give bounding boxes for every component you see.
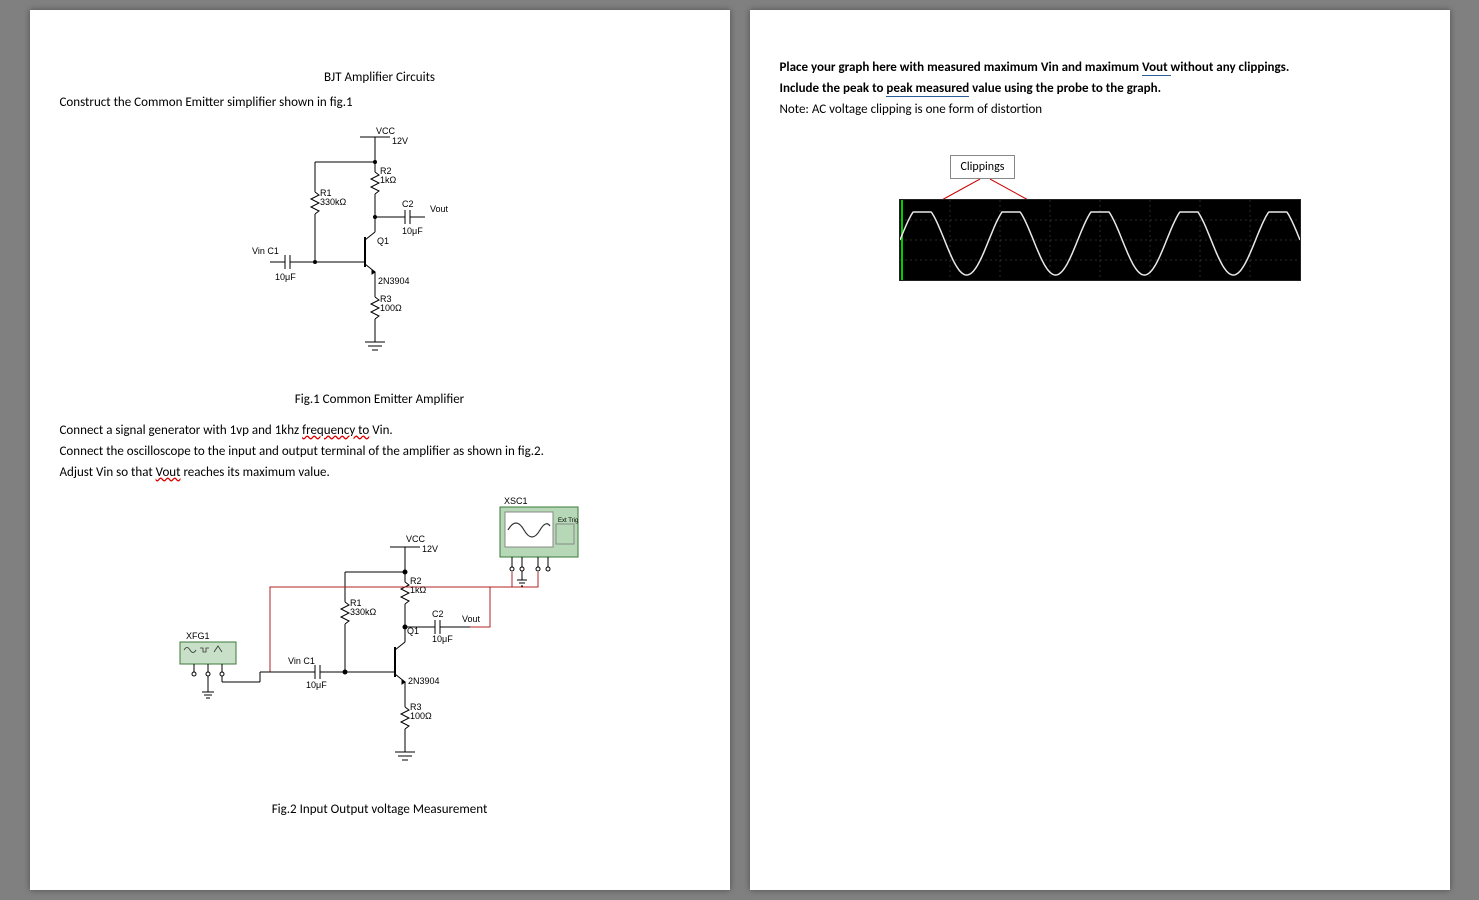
oscilloscope-trace: [899, 199, 1301, 281]
p2-line1: Place your graph here with measured maxi…: [780, 60, 1420, 77]
svg-text:VCC: VCC: [406, 534, 426, 544]
fig1-caption: Fig.1 Common Emitter Amplifier: [60, 392, 700, 407]
instruction-1: Connect a signal generator with 1vp and …: [60, 423, 700, 440]
svg-text:C2: C2: [432, 609, 444, 619]
intro-text: Construct the Common Emitter simplifier …: [60, 95, 700, 112]
svg-text:12V: 12V: [392, 136, 408, 146]
clippings-label: Clippings: [950, 155, 1016, 179]
document-spread: BJT Amplifier Circuits Construct the Com…: [0, 0, 1479, 900]
circuit-fig1: VCC 12V R21kΩ R1330kΩ C2Vout 10μF Q1 2N3…: [250, 122, 510, 382]
fig2-caption: Fig.2 Input Output voltage Measurement: [60, 802, 700, 817]
svg-text:10μF: 10μF: [432, 634, 453, 644]
svg-text:Vin C1: Vin C1: [288, 656, 315, 666]
scope-figure: Clippings: [780, 199, 1420, 281]
svg-text:2N3904: 2N3904: [408, 676, 440, 686]
svg-text:Q1: Q1: [407, 626, 419, 636]
svg-text:330kΩ: 330kΩ: [350, 607, 377, 617]
svg-text:Vout: Vout: [462, 614, 481, 624]
svg-text:10μF: 10μF: [306, 680, 327, 690]
p2-line2: Include the peak to peak measured value …: [780, 81, 1420, 98]
svg-text:100Ω: 100Ω: [410, 711, 432, 721]
instruction-2: Connect the oscilloscope to the input an…: [60, 444, 700, 461]
figure-2: Ext Trig XSC1 XFG1: [60, 492, 700, 792]
svg-text:Vin C1: Vin C1: [252, 246, 279, 256]
circuit-fig2: Ext Trig XSC1 XFG1: [160, 492, 600, 792]
instruction-3: Adjust Vin so that Vout reaches its maxi…: [60, 465, 700, 482]
svg-text:Q1: Q1: [377, 236, 389, 246]
svg-text:C2: C2: [402, 199, 414, 209]
svg-text:XFG1: XFG1: [186, 631, 210, 641]
svg-text:Vout: Vout: [430, 204, 449, 214]
page-1: BJT Amplifier Circuits Construct the Com…: [30, 10, 730, 890]
svg-text:10μF: 10μF: [402, 226, 423, 236]
svg-text:1kΩ: 1kΩ: [380, 175, 397, 185]
svg-text:330kΩ: 330kΩ: [320, 197, 347, 207]
p2-line3: Note: AC voltage clipping is one form of…: [780, 102, 1420, 119]
figure-1: VCC 12V R21kΩ R1330kΩ C2Vout 10μF Q1 2N3…: [60, 122, 700, 382]
page-2: Place your graph here with measured maxi…: [750, 10, 1450, 890]
svg-text:VCC: VCC: [376, 126, 396, 136]
svg-text:100Ω: 100Ω: [380, 303, 402, 313]
svg-text:Ext Trig: Ext Trig: [558, 518, 578, 524]
page-title: BJT Amplifier Circuits: [60, 70, 700, 85]
svg-text:10μF: 10μF: [275, 272, 296, 282]
svg-text:12V: 12V: [422, 544, 438, 554]
svg-text:XSC1: XSC1: [504, 496, 528, 506]
svg-text:2N3904: 2N3904: [378, 276, 410, 286]
svg-text:1kΩ: 1kΩ: [410, 585, 427, 595]
